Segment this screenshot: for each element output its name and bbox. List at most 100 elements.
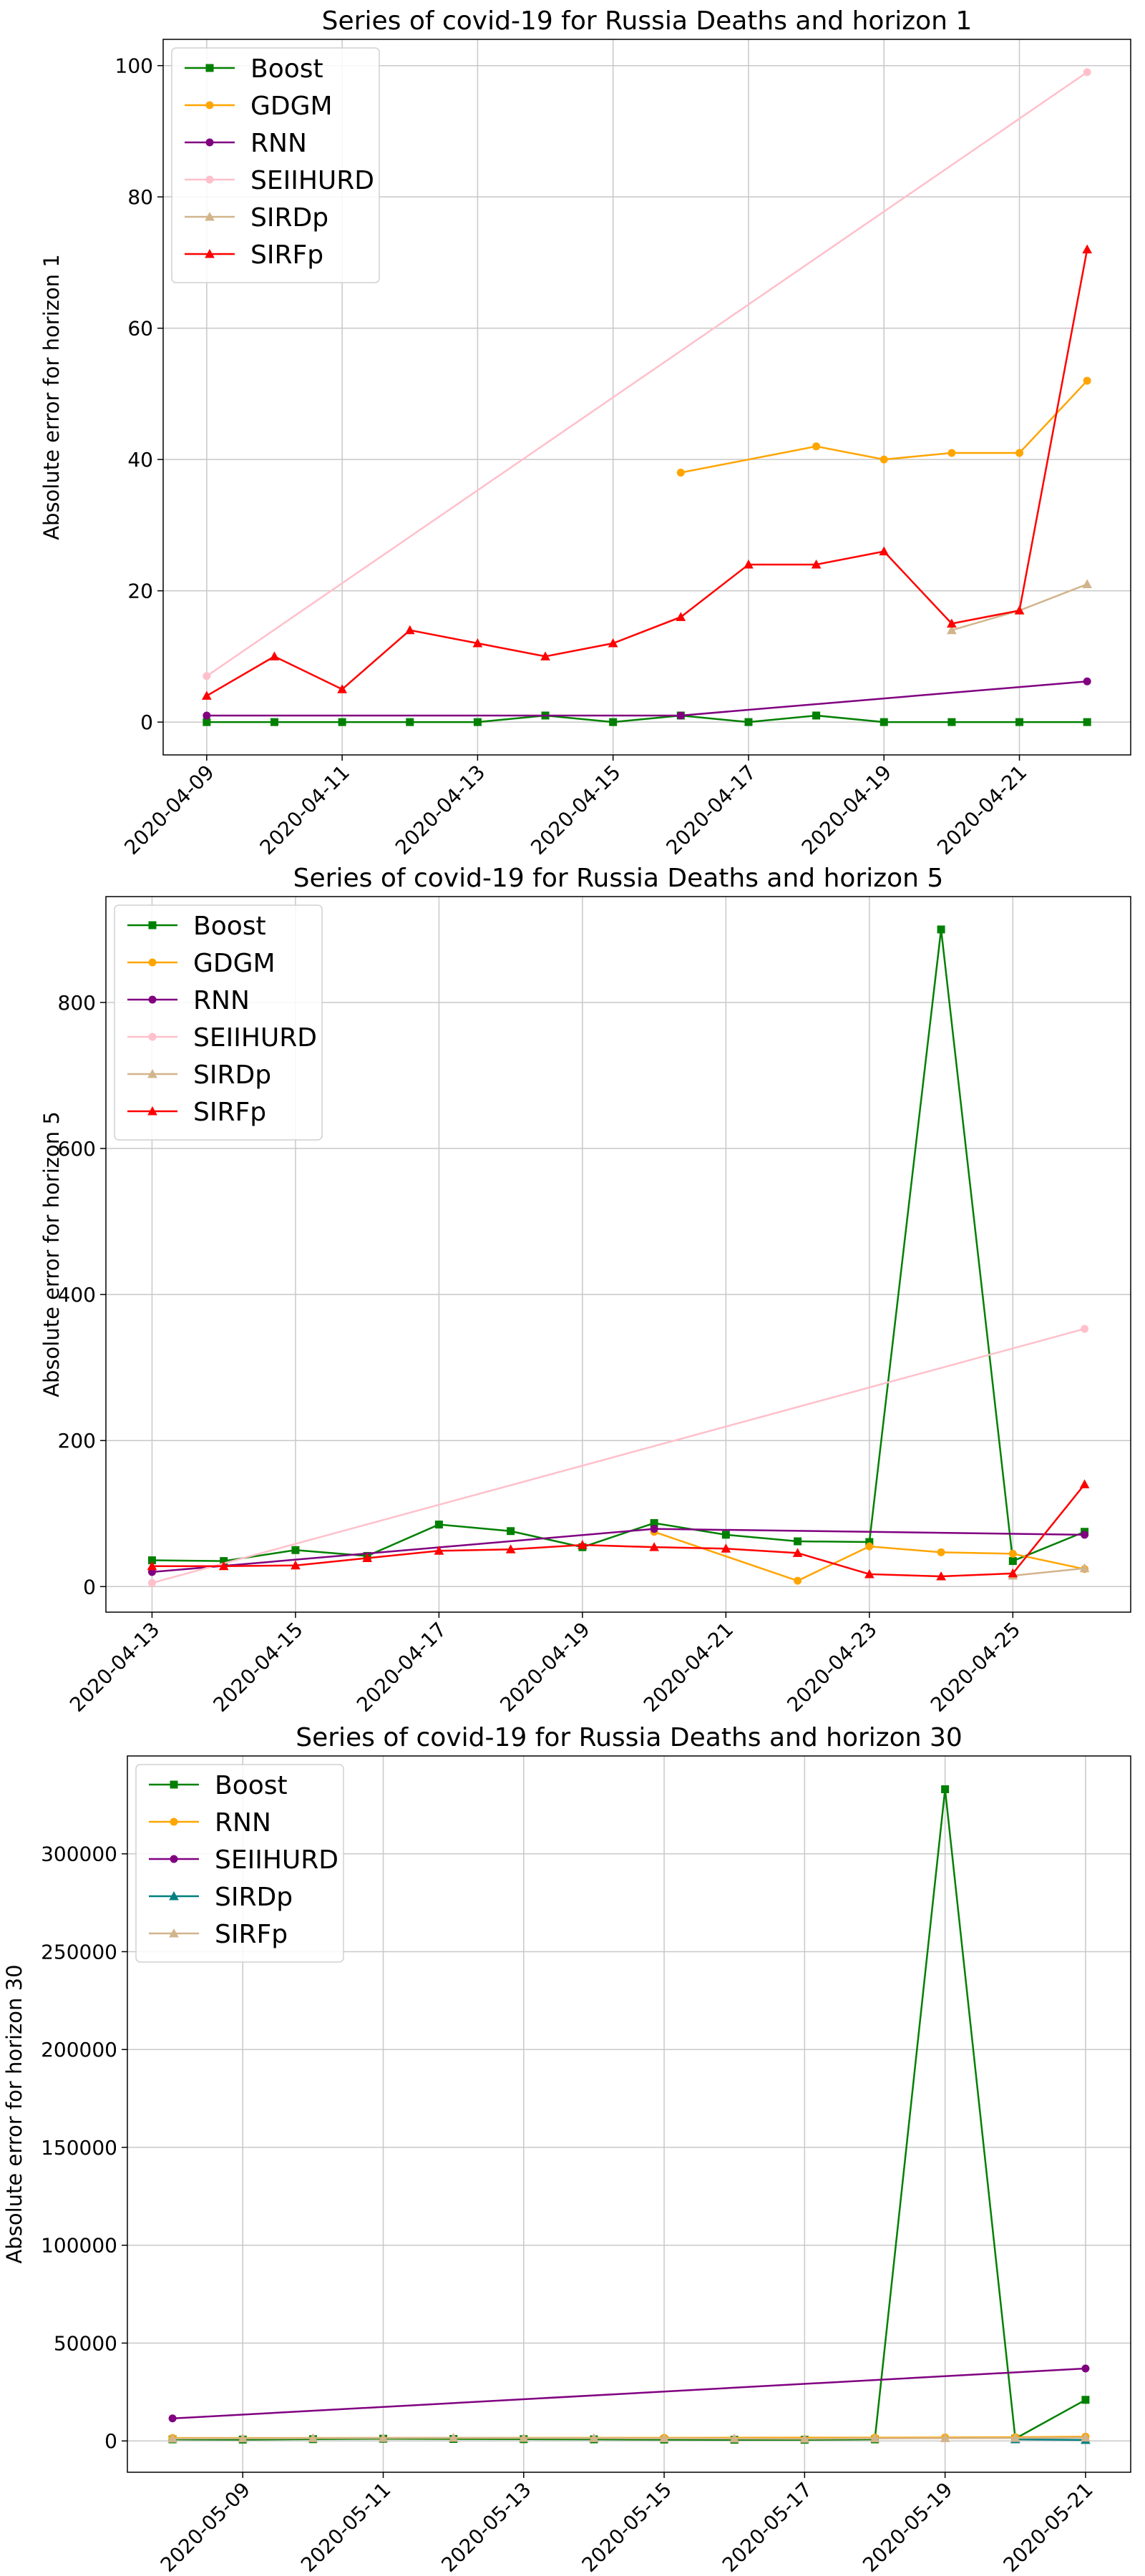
data-point-sirfp (869, 2433, 880, 2443)
series-gdgm (650, 1528, 1089, 1585)
x-tick-label: 2020-04-25 (926, 1618, 1025, 1717)
legend: Boost GDGM RNN SEIIHURD SIRDp SIRFp (171, 47, 380, 283)
legend-swatch-marker (170, 1818, 178, 1826)
legend-label: GDGM (250, 92, 333, 121)
y-tick-label: 800 (58, 991, 96, 1015)
data-point-boost (744, 718, 753, 726)
data-point-sirfp (378, 2433, 389, 2442)
data-point-sirfp (147, 1561, 157, 1571)
series-rnn (203, 677, 1091, 720)
series-seiihurd (203, 68, 1091, 680)
x-tick-label: 2020-04-15 (208, 1618, 307, 1717)
data-point-sirfp (721, 1543, 731, 1553)
data-point-seiihurd (168, 2414, 177, 2423)
x-tick-label: 2020-04-23 (782, 1618, 881, 1717)
legend-swatch-marker (169, 1928, 179, 1938)
data-point-sirfp (1010, 2433, 1020, 2442)
chart-title: Series of covid-19 for Russia Deaths and… (293, 864, 944, 893)
y-tick-label: 100000 (41, 2234, 117, 2258)
data-point-sirfp (649, 1542, 659, 1551)
data-point-gdgm (865, 1542, 874, 1551)
legend-label: SIRDp (215, 1883, 293, 1912)
data-point-sirfp (1079, 1479, 1090, 1488)
data-point-sirfp (729, 2433, 740, 2443)
series-sirdp (1008, 1563, 1090, 1580)
series-line-gdgm (681, 380, 1088, 474)
data-point-sirfp (940, 2433, 950, 2442)
data-point-sirfp (936, 1571, 946, 1581)
legend-label: SIRFp (215, 1920, 288, 1949)
x-tick-label: 2020-05-21 (998, 2478, 1097, 2576)
series-boost (203, 711, 1091, 726)
data-point-sirfp (578, 1540, 588, 1549)
y-tick-label: 60 (127, 317, 153, 341)
y-tick-label: 100 (115, 54, 153, 78)
series-line-rnn (206, 680, 1088, 717)
data-point-boost (941, 1785, 950, 1793)
data-point-sirfp (1081, 2432, 1091, 2442)
data-point-gdgm (676, 469, 685, 477)
legend-swatch-marker (170, 1780, 178, 1789)
data-point-sirfp (1014, 605, 1025, 615)
y-tick-label: 0 (140, 711, 153, 734)
data-point-seiihurd (147, 1579, 156, 1587)
data-point-seiihurd (1083, 68, 1091, 77)
data-point-sirfp (589, 2433, 599, 2442)
data-point-boost (507, 1527, 515, 1536)
x-tick-label: 2020-05-15 (578, 2478, 676, 2576)
data-point-gdgm (1008, 1549, 1017, 1558)
legend-swatch-marker (148, 921, 157, 930)
y-tick-label: 400 (58, 1283, 96, 1307)
data-point-rnn (1081, 1531, 1089, 1539)
data-point-sirfp (608, 638, 618, 648)
legend-label: SEIIHURD (193, 1023, 317, 1053)
x-tick-label: 2020-04-17 (662, 761, 761, 859)
data-point-sirfp (540, 651, 550, 660)
legend-swatch-marker (205, 248, 215, 258)
series-seiihurd (147, 1324, 1089, 1587)
data-point-gdgm (1083, 376, 1091, 385)
legend-label: SIRFp (250, 240, 323, 270)
data-point-sirfp (659, 2433, 669, 2443)
data-point-sirfp (404, 625, 415, 635)
data-point-boost (937, 925, 945, 934)
legend-box (114, 904, 323, 1141)
series-rnn (147, 1525, 1089, 1576)
data-point-sirfp (744, 559, 754, 569)
data-point-seiihurd (1081, 1324, 1089, 1333)
data-point-sirfp (362, 1553, 373, 1562)
legend-swatch-marker (170, 1855, 178, 1863)
data-point-sirfp (448, 2432, 459, 2442)
legend-box (171, 47, 380, 283)
data-point-sirfp (1008, 1568, 1018, 1578)
y-tick-label: 40 (127, 448, 153, 472)
legend-label: RNN (193, 986, 250, 1015)
series-line-seiihurd (152, 1327, 1085, 1584)
data-point-boost (947, 718, 956, 726)
legend-label: Boost (215, 1771, 288, 1800)
data-point-boost (609, 718, 618, 726)
data-point-gdgm (812, 442, 821, 451)
data-point-gdgm (880, 455, 888, 464)
legend-label: RNN (250, 129, 307, 158)
data-point-boost (1081, 2396, 1090, 2404)
data-point-sirdp (1079, 1563, 1090, 1573)
data-point-sirfp (472, 638, 483, 648)
x-tick-label: 2020-05-09 (156, 2478, 255, 2576)
series-line-gdgm (653, 1531, 1085, 1582)
data-point-sirfp (337, 684, 347, 693)
legend-swatch-marker (148, 958, 157, 967)
data-point-gdgm (794, 1576, 802, 1585)
data-point-sirfp (811, 559, 822, 569)
series-line-sirdp (1013, 1567, 1085, 1577)
y-tick-label: 300000 (41, 1843, 117, 1866)
data-point-sirfp (864, 1568, 874, 1579)
y-tick-label: 200000 (41, 2038, 117, 2062)
chart-2: 0 200 400 600 800 2020-04-13 2020-04-15 2020-04… (39, 864, 1131, 1717)
legend: Boost RNN SEIIHURD SIRDp SIRFp (135, 1764, 344, 1963)
series-line-boost (152, 929, 1086, 1563)
y-axis-label: Absolute error for horizon 1 (39, 254, 64, 540)
data-point-sirfp (518, 2433, 529, 2442)
data-point-sirfp (308, 2433, 318, 2442)
